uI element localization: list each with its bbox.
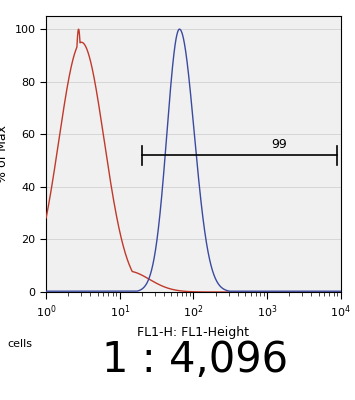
X-axis label: FL1-H: FL1-Height: FL1-H: FL1-Height <box>137 326 250 339</box>
Y-axis label: % of Max: % of Max <box>0 125 9 183</box>
Text: 1 : 4,096: 1 : 4,096 <box>102 339 288 381</box>
Text: cells: cells <box>7 339 32 349</box>
Text: 99: 99 <box>271 138 287 151</box>
